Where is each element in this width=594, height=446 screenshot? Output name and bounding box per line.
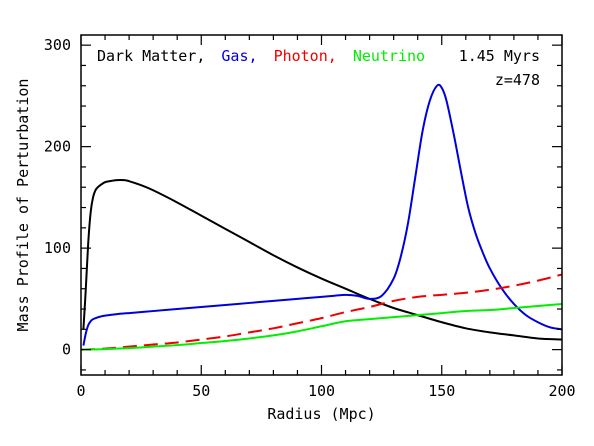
x-tick-label: 100 [308,382,335,400]
y-tick-label: 100 [44,239,71,257]
y-axis-label: Mass Profile of Perturbation [14,79,32,332]
legend: Dark Matter, Gas, Photon, Neutrino [97,47,425,65]
y-tick-label: 300 [44,36,71,54]
legend-gas: Gas, [221,47,257,65]
x-tick-label: 150 [428,382,455,400]
legend-dark-matter: Dark Matter, [97,47,205,65]
time-annotation: 1.45 Myrs [459,47,540,65]
x-tick-label: 50 [192,382,210,400]
x-tick-label: 0 [76,382,85,400]
x-tick-label: 200 [548,382,575,400]
y-tick-label: 0 [62,341,71,359]
x-axis-label: Radius (Mpc) [267,405,375,423]
series-layer [80,83,563,351]
series-gas-line [82,83,563,346]
y-tick-label: 200 [44,138,71,156]
tick-layer: 0 50 100 150 200 0 100 200 300 [44,35,576,400]
series-dark-matter-line [82,179,563,341]
legend-neutrino: Neutrino [353,47,425,65]
series-neutrino-line [80,302,563,351]
redshift-annotation: z=478 [495,71,540,89]
series-photon-line [80,273,563,351]
legend-photon: Photon, [274,47,337,65]
